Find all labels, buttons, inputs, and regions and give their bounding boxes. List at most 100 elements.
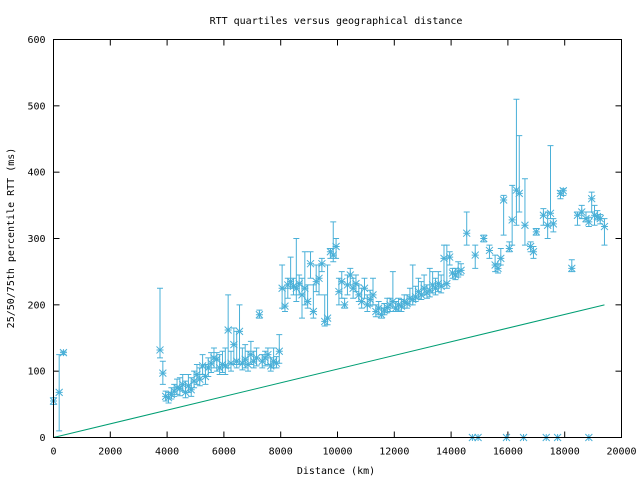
- data-point: [323, 314, 332, 322]
- data-point: [212, 355, 221, 364]
- data-point: [587, 194, 596, 203]
- data-point: [335, 287, 343, 296]
- plot-frame: [53, 39, 622, 438]
- data-point: [590, 211, 599, 220]
- data-points: [49, 186, 609, 442]
- error-bar: [293, 238, 300, 303]
- y-axis-label: 25/50/75th percentile RTT (ms): [6, 148, 17, 329]
- data-point: [403, 299, 411, 308]
- error-bar: [601, 218, 608, 246]
- data-point: [289, 282, 298, 291]
- data-point: [559, 186, 568, 195]
- data-point: [420, 284, 428, 293]
- y-tick-label: 300: [27, 234, 45, 245]
- x-tick-label: 14000: [436, 447, 466, 458]
- data-point: [584, 218, 593, 226]
- data-point: [394, 300, 403, 309]
- data-point: [400, 297, 409, 306]
- data-point: [600, 222, 609, 231]
- data-point: [494, 264, 502, 273]
- x-tick-label: 16000: [493, 447, 523, 458]
- y-tick-label: 0: [39, 433, 45, 444]
- error-bar: [516, 135, 523, 213]
- data-point: [360, 284, 369, 293]
- data-point: [337, 277, 346, 286]
- data-point: [264, 350, 272, 359]
- data-point: [374, 304, 383, 313]
- data-point: [593, 212, 602, 221]
- y-tick-label: 200: [27, 300, 45, 311]
- data-point: [266, 362, 275, 370]
- data-point: [204, 363, 213, 372]
- data-point: [515, 189, 524, 198]
- data-point: [445, 253, 454, 261]
- data-point: [329, 251, 338, 259]
- data-point: [366, 295, 375, 304]
- y-tick-label: 400: [27, 168, 45, 179]
- data-point: [275, 347, 284, 356]
- data-point: [303, 297, 312, 306]
- data-point: [471, 251, 480, 259]
- chart-title: RTT quartiles versus geographical distan…: [210, 16, 463, 27]
- data-point: [210, 354, 218, 362]
- data-point: [526, 242, 535, 251]
- data-point: [332, 242, 340, 251]
- data-point: [543, 221, 552, 230]
- error-bars: [50, 98, 608, 432]
- data-point: [505, 244, 514, 253]
- data-point: [218, 360, 227, 369]
- axis-ticks: 0 2000 4000 6000 8000 10000 12000 14000 16000 180…: [27, 35, 636, 458]
- data-point: [187, 385, 196, 394]
- data-point: [437, 282, 446, 291]
- x-tick-label: 2000: [98, 447, 122, 458]
- data-point: [462, 229, 471, 238]
- data-point: [352, 279, 360, 288]
- data-point: [454, 267, 463, 276]
- data-point: [577, 208, 586, 216]
- data-point: [357, 297, 366, 306]
- data-point: [369, 291, 377, 299]
- data-point: [363, 300, 372, 309]
- data-point: [539, 211, 548, 220]
- data-point: [340, 300, 349, 309]
- data-point: [448, 269, 457, 277]
- x-axis-label: Distance (km): [297, 466, 375, 477]
- data-point: [241, 355, 250, 364]
- data-point: [235, 327, 244, 336]
- data-point: [508, 216, 517, 224]
- data-point: [573, 211, 582, 220]
- data-point: [496, 254, 505, 263]
- data-point: [529, 247, 538, 256]
- data-point: [532, 228, 541, 236]
- data-point: [198, 362, 207, 370]
- data-point: [244, 360, 252, 369]
- data-point: [315, 274, 323, 283]
- x-tick-label: 6000: [212, 447, 236, 458]
- data-point: [406, 294, 414, 303]
- data-point: [221, 362, 230, 370]
- data-point: [156, 346, 164, 354]
- data-point: [521, 221, 529, 230]
- data-point: [318, 259, 326, 268]
- data-point: [295, 279, 304, 288]
- data-point: [343, 281, 352, 289]
- data-point: [193, 370, 201, 379]
- x-tick-label: 12000: [379, 447, 409, 458]
- error-bar: [509, 184, 516, 246]
- y-tick-label: 100: [27, 367, 45, 378]
- data-point: [306, 259, 315, 268]
- data-point: [55, 388, 64, 397]
- x-tick-label: 4000: [155, 447, 179, 458]
- data-point: [440, 254, 448, 263]
- data-point: [252, 354, 261, 362]
- reference-line: [53, 304, 605, 438]
- data-point: [190, 377, 198, 385]
- data-point: [425, 286, 434, 295]
- data-point: [255, 310, 264, 319]
- data-point: [178, 380, 187, 389]
- x-tick-label: 20000: [606, 447, 636, 458]
- data-point: [278, 284, 286, 293]
- data-point: [161, 392, 170, 401]
- x-tick-label: 18000: [550, 447, 580, 458]
